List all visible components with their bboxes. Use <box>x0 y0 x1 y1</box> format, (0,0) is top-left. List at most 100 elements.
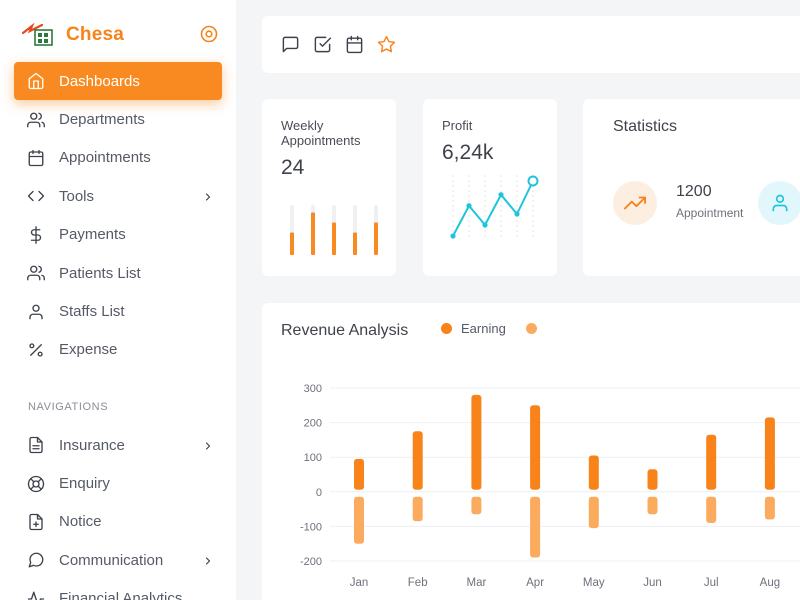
sidebar-item-patients-list[interactable]: Patients List <box>14 254 222 292</box>
app-name: Chesa <box>66 24 125 45</box>
weekly-bar <box>290 232 294 255</box>
second-series-bar <box>706 496 717 523</box>
check-square-icon[interactable] <box>312 35 332 55</box>
users-icon <box>27 111 45 129</box>
second-series-bar <box>647 496 658 515</box>
sidebar-item-communication[interactable]: Communication <box>14 541 222 579</box>
y-tick-label: -200 <box>300 556 322 568</box>
x-tick-label: Jun <box>643 577 662 589</box>
sidebar-item-label: Payments <box>59 226 126 244</box>
profit-point <box>466 203 472 209</box>
x-tick-label: Jan <box>350 577 369 589</box>
sidebar-item-label: Financial Analytics <box>59 590 183 600</box>
profit-point <box>482 222 488 228</box>
sidebar-item-staffs-list[interactable]: Staffs List <box>14 292 222 330</box>
file-plus-icon <box>27 513 45 531</box>
sidebar-item-label: Communication <box>59 551 164 569</box>
sidebar-item-label: Enquiry <box>59 475 110 493</box>
users-icon <box>27 264 45 282</box>
legend-second-dot <box>525 323 537 334</box>
legend-earning-label[interactable]: Earning <box>461 321 506 336</box>
message-square-icon[interactable] <box>280 35 300 55</box>
profit-card: Profit 6,24k <box>423 99 557 276</box>
revenue-title: Revenue Analysis <box>281 322 409 339</box>
earning-bar <box>412 431 423 490</box>
sidebar-item-notice[interactable]: Notice <box>14 503 222 541</box>
legend-earning-dot <box>441 323 452 334</box>
user-icon <box>758 181 800 225</box>
x-tick-label: Feb <box>408 577 428 589</box>
second-series-bar <box>471 496 482 515</box>
chevron-right-icon <box>202 554 214 566</box>
x-tick-label: Mar <box>466 577 486 589</box>
profit-label: Profit <box>442 118 473 133</box>
sidebar-item-enquiry[interactable]: Enquiry <box>14 464 222 502</box>
sidebar-item-label: Patients List <box>59 264 141 282</box>
x-tick-label: Jul <box>704 577 719 589</box>
earning-bar <box>764 417 775 490</box>
profit-point <box>514 211 520 217</box>
y-tick-label: 0 <box>316 487 322 499</box>
profit-sparkline <box>450 175 539 239</box>
calendar-icon <box>27 149 45 167</box>
statistics-value: 1200 <box>676 183 712 200</box>
sidebar-item-label: Insurance <box>59 436 125 454</box>
sidebar-item-tools[interactable]: Tools <box>14 177 222 215</box>
sidebar-item-appointments[interactable]: Appointments <box>14 139 222 177</box>
percent-icon <box>27 341 45 359</box>
calendar-icon[interactable] <box>344 35 364 55</box>
home-icon <box>27 72 45 90</box>
sidebar-item-payments[interactable]: Payments <box>14 216 222 254</box>
sidebar-item-expense[interactable]: Expense <box>14 331 222 369</box>
statistics-title: Statistics <box>613 118 678 135</box>
second-series-bar <box>412 496 423 522</box>
sidebar-item-insurance[interactable]: Insurance <box>14 426 222 464</box>
dollar-icon <box>27 225 45 244</box>
sidebar-item-label: Expense <box>59 341 118 359</box>
activity-icon <box>27 590 45 600</box>
sidebar-item-dashboards[interactable]: Dashboards <box>14 62 222 101</box>
sidebar-menu-navigations: Insurance Enquiry Notice Communication Finan… <box>14 426 222 600</box>
weekly-appointments-value: 24 <box>281 156 305 179</box>
profit-point <box>527 175 539 187</box>
y-tick-label: -100 <box>300 521 322 533</box>
earning-bar <box>530 405 541 490</box>
weekly-bar <box>353 232 357 255</box>
sidebar-item-financial-analytics[interactable]: Financial Analytics <box>14 580 222 600</box>
user-icon <box>27 303 45 321</box>
chevron-right-icon <box>202 439 214 451</box>
weekly-bar <box>374 222 378 255</box>
section-label-navigations: NAVIGATIONS <box>28 401 109 413</box>
life-buoy-icon <box>27 475 45 493</box>
statistics-card: Statistics 1200 Appointment <box>583 99 800 276</box>
target-icon[interactable] <box>199 24 219 44</box>
earning-bar <box>588 455 599 490</box>
sidebar-item-label: Tools <box>59 187 95 205</box>
sidebar-item-label: Notice <box>59 513 102 531</box>
second-series-bar <box>764 496 775 520</box>
file-text-icon <box>27 436 45 454</box>
revenue-chart: 300 200 100 0 -100 -200 Jan Feb Mar Apr May Jun Jul A… <box>300 383 800 589</box>
sidebar-item-label: Departments <box>59 111 145 129</box>
sidebar-item-label: Dashboards <box>59 72 140 90</box>
second-series-bar <box>588 496 599 529</box>
sidebar-item-departments[interactable]: Departments <box>14 100 222 138</box>
weekly-appointments-sparkbars <box>290 205 378 255</box>
chevron-right-icon <box>202 190 214 202</box>
sidebar-item-label: Appointments <box>59 149 151 167</box>
earning-bar <box>471 394 482 490</box>
weekly-appointments-card: Weekly Appointments 24 <box>262 99 396 276</box>
sidebar-item-label: Staffs List <box>59 303 125 321</box>
star-icon[interactable] <box>376 35 396 55</box>
earning-bar <box>647 469 658 490</box>
trending-up-icon <box>613 181 657 225</box>
x-tick-label: Aug <box>760 577 780 589</box>
profit-line <box>452 180 534 237</box>
profit-value: 6,24k <box>442 141 494 164</box>
message-circle-icon <box>27 551 45 569</box>
weekly-bar <box>311 212 315 255</box>
weekly-appointments-label: Weekly Appointments <box>281 118 361 148</box>
chesa-logo-icon <box>21 22 56 48</box>
brand[interactable]: Chesa <box>21 20 125 50</box>
profit-point <box>498 192 504 198</box>
